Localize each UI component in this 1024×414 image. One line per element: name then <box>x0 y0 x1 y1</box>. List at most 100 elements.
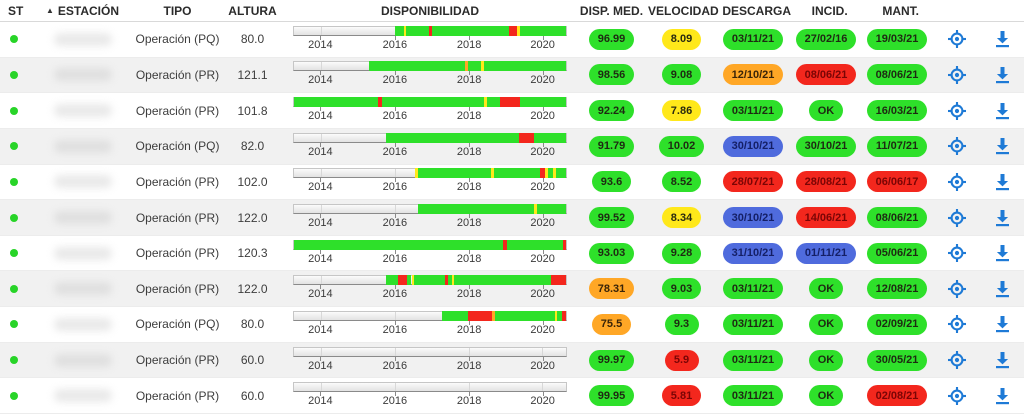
availability-segment-yellow <box>483 97 487 108</box>
gridline <box>321 383 323 392</box>
download-data-button[interactable] <box>991 348 1015 372</box>
axis-tick <box>394 178 396 183</box>
col-header-tipo[interactable]: TIPO <box>163 3 192 18</box>
col-header-st[interactable]: ST <box>8 3 24 18</box>
locate-station-button[interactable] <box>945 27 969 51</box>
availability-timeline: 2014 2016 2018 2020 <box>285 378 575 413</box>
table-row: Operación (PQ) 80.0 2014 2016 2018 2020 96.… <box>0 22 1024 58</box>
axis-year-label: 2018 <box>456 395 482 408</box>
download-icon <box>996 352 1009 369</box>
locate-station-button[interactable] <box>945 99 969 123</box>
gridline <box>395 383 397 392</box>
axis-year-label: 2016 <box>382 145 408 158</box>
availability-segment-yellow <box>451 275 455 286</box>
download-data-button[interactable] <box>991 312 1015 336</box>
download-icon <box>996 387 1009 404</box>
locate-station-button[interactable] <box>945 206 969 230</box>
download-icon <box>996 316 1009 333</box>
axis-tick <box>320 71 322 76</box>
descarga-pill: 30/10/21 <box>722 135 784 157</box>
disp-med-pill: 91.79 <box>588 135 635 157</box>
download-data-button[interactable] <box>991 241 1015 265</box>
axis-year-label: 2018 <box>456 323 482 336</box>
axis-year-label: 2014 <box>308 110 333 123</box>
axis-tick <box>542 142 544 147</box>
axis-tick <box>469 214 471 219</box>
axis-year-label: 2014 <box>308 217 333 230</box>
download-icon <box>996 31 1009 48</box>
mant-pill: 16/03/21 <box>866 100 928 122</box>
disp-med-pill: 75.5 <box>591 313 632 335</box>
axis-tick <box>394 107 396 112</box>
axis-tick <box>469 285 471 290</box>
availability-segment-yellow <box>552 168 556 179</box>
availability-segment-green <box>442 310 468 321</box>
locate-target-icon <box>948 315 966 334</box>
axis-tick <box>469 320 471 325</box>
locate-station-button[interactable] <box>945 170 969 194</box>
availability-segment-orange <box>492 310 495 321</box>
availability-axis: 2014 2016 2018 2020 <box>293 71 567 88</box>
descarga-pill: 31/10/21 <box>722 242 784 264</box>
download-data-button[interactable] <box>991 134 1015 158</box>
availability-segment-red <box>503 239 507 250</box>
gridline <box>321 169 323 178</box>
availability-segment-green <box>493 168 540 179</box>
locate-station-button[interactable] <box>945 63 969 87</box>
axis-tick <box>394 142 396 147</box>
availability-axis: 2014 2016 2018 2020 <box>293 178 567 195</box>
descarga-pill: 30/10/21 <box>722 207 784 229</box>
download-icon <box>996 102 1009 119</box>
download-data-button[interactable] <box>991 63 1015 87</box>
col-header-descarga[interactable]: DESCARGA <box>722 3 791 18</box>
velocidad-pill: 9.08 <box>661 64 702 86</box>
disp-med-pill: 99.97 <box>588 349 635 371</box>
status-dot <box>10 213 18 222</box>
locate-station-button[interactable] <box>945 312 969 336</box>
download-icon <box>996 138 1009 155</box>
download-icon <box>996 245 1009 262</box>
download-data-button[interactable] <box>991 170 1015 194</box>
availability-segment-green <box>386 275 399 286</box>
col-header-disp-med[interactable]: DISP. MED. <box>579 3 644 18</box>
disp-med-pill: 78.31 <box>588 278 635 300</box>
locate-station-button[interactable] <box>945 277 969 301</box>
altura-cell: 122.0 <box>237 281 268 296</box>
status-dot <box>10 391 18 400</box>
axis-year-label: 2016 <box>382 74 408 87</box>
locate-station-button[interactable] <box>945 384 969 408</box>
descarga-pill: 03/11/21 <box>722 385 784 407</box>
col-header-incid[interactable]: INCID. <box>811 3 848 18</box>
download-data-button[interactable] <box>991 384 1015 408</box>
locate-station-button[interactable] <box>945 348 969 372</box>
download-data-button[interactable] <box>991 277 1015 301</box>
gridline <box>395 347 397 356</box>
col-header-disponibilidad[interactable]: DISPONIBILIDAD <box>380 3 479 18</box>
col-header-mant[interactable]: MANT. <box>882 3 919 18</box>
gridline <box>321 133 323 142</box>
availability-timeline: 2014 2016 2018 2020 <box>285 343 575 378</box>
availability-segment-red <box>378 97 382 108</box>
axis-year-label: 2018 <box>456 359 482 372</box>
availability-segment-yellow <box>545 168 549 179</box>
download-data-button[interactable] <box>991 27 1015 51</box>
col-header-altura[interactable]: ALTURA <box>228 3 277 18</box>
station-name-redacted <box>53 282 112 296</box>
descarga-pill: 03/11/21 <box>722 100 784 122</box>
locate-station-button[interactable] <box>945 241 969 265</box>
availability-timeline: 2014 2016 2018 2020 <box>285 129 575 164</box>
availability-track <box>293 168 567 179</box>
mant-pill: 02/09/21 <box>866 313 928 335</box>
locate-station-button[interactable] <box>945 134 969 158</box>
download-data-button[interactable] <box>991 99 1015 123</box>
col-header-velocidad[interactable]: VELOCIDAD <box>648 3 719 18</box>
gridline <box>468 347 470 356</box>
axis-year-label: 2016 <box>382 217 408 230</box>
col-header-estacion[interactable]: ▲ ESTACIÓN <box>30 4 135 18</box>
station-name-redacted <box>53 68 112 82</box>
download-data-button[interactable] <box>991 206 1015 230</box>
axis-tick <box>542 107 544 112</box>
availability-segment-green <box>417 204 535 215</box>
axis-tick <box>542 35 544 40</box>
